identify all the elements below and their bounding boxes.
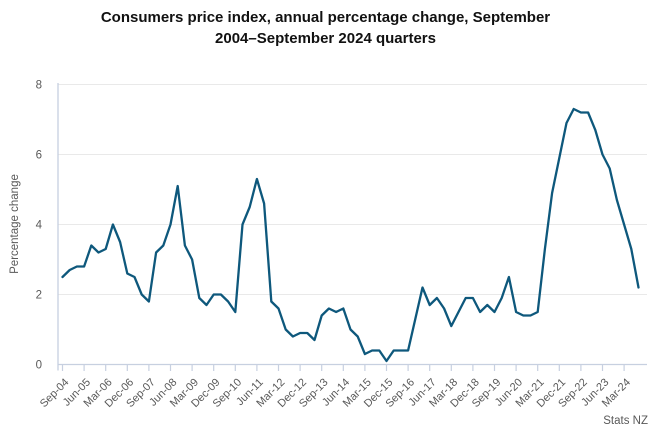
y-tick-label: 0 bbox=[36, 360, 42, 372]
x-axis-ticks bbox=[61, 365, 625, 371]
y-tick-label: 4 bbox=[36, 220, 43, 232]
y-axis-tick-labels: 0 2 4 6 8 bbox=[36, 80, 43, 372]
chart-title-line-2: 2004–September 2024 quarters bbox=[215, 30, 436, 47]
y-tick-label: 2 bbox=[36, 290, 42, 302]
gridlines bbox=[58, 84, 647, 295]
cpi-line bbox=[61, 107, 640, 363]
chart-title-line-1: Consumers price index, annual percentage… bbox=[100, 9, 551, 26]
y-tick-label: 6 bbox=[36, 150, 42, 162]
axes bbox=[57, 83, 647, 371]
source-credit: Stats NZ bbox=[603, 415, 648, 427]
x-axis-tick-labels: Sep-04Jun-05Mar-06Dec-06Sep-07Jun-08Mar-… bbox=[38, 376, 633, 410]
y-tick-label: 8 bbox=[36, 80, 42, 92]
data-series bbox=[61, 107, 640, 363]
chart-title: Consumers price index, annual percentage… bbox=[0, 7, 651, 49]
y-axis-title: Percentage change bbox=[9, 174, 21, 274]
